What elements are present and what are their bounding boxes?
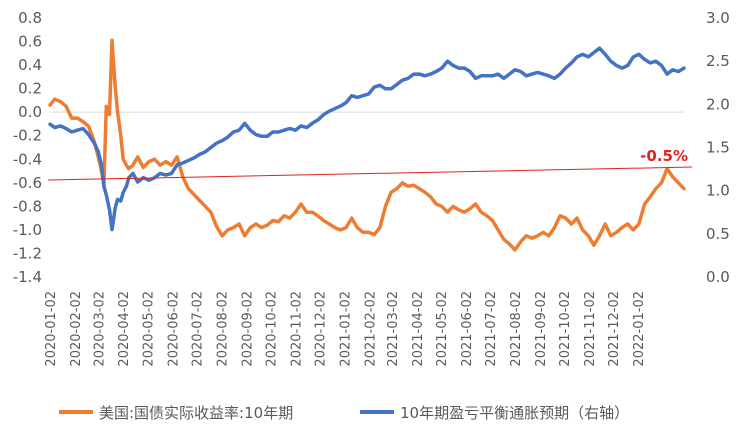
left-tick-label: -0.4 bbox=[13, 150, 42, 168]
x-tick-label: 2021-09-02 bbox=[534, 291, 549, 367]
x-tick-label: 2020-04-02 bbox=[117, 291, 132, 367]
left-tick-label: 0.8 bbox=[18, 9, 42, 27]
left-tick-label: 0.0 bbox=[18, 103, 42, 121]
x-tick-label: 2020-01-02 bbox=[44, 291, 59, 367]
left-tick-label: -0.8 bbox=[13, 197, 42, 215]
right-tick-label: 2.5 bbox=[706, 52, 730, 70]
x-tick-label: 2020-12-02 bbox=[314, 291, 329, 367]
x-tick-label: 2021-05-02 bbox=[435, 291, 450, 367]
x-tick-label: 2021-06-02 bbox=[460, 291, 475, 367]
legend-label-breakeven: 10年期盈亏平衡通胀预期（右轴） bbox=[400, 404, 629, 422]
x-tick-label: 2020-05-02 bbox=[141, 291, 156, 367]
left-tick-label: 0.6 bbox=[18, 33, 42, 51]
x-tick-label: 2021-12-02 bbox=[607, 291, 622, 367]
legend-label-real-yield: 美国:国债实际收益率:10年期 bbox=[99, 404, 293, 422]
series-line-real-yield bbox=[48, 38, 686, 252]
x-tick-label: 2020-08-02 bbox=[215, 291, 230, 367]
x-tick-label: 2021-11-02 bbox=[583, 291, 598, 367]
reference-line bbox=[47, 166, 693, 181]
x-tick-label: 2020-10-02 bbox=[264, 291, 279, 367]
x-tick-label: 2020-11-02 bbox=[289, 291, 304, 367]
x-axis-ticks: 2020-01-02 2020-02-02 2020-03-02 2020-04-02… bbox=[44, 291, 647, 367]
x-tick-label: 2021-01-02 bbox=[338, 291, 353, 367]
left-tick-label: -1.0 bbox=[13, 221, 42, 239]
right-tick-label: 1.5 bbox=[706, 139, 730, 157]
left-tick-label: -0.6 bbox=[13, 174, 42, 192]
x-tick-label: 2021-10-02 bbox=[558, 291, 573, 367]
reference-line-label: -0.5% bbox=[640, 147, 688, 165]
x-tick-label: 2021-08-02 bbox=[509, 291, 524, 367]
left-tick-label: -1.2 bbox=[13, 244, 42, 262]
left-axis-ticks: 0.8 0.6 0.4 0.2 0.0 -0.2 -0.4 -0.6 -0.8 -1.0 -1.2 -… bbox=[13, 9, 42, 286]
right-tick-label: 0.5 bbox=[706, 225, 730, 243]
x-tick-label: 2020-09-02 bbox=[240, 291, 255, 367]
x-tick-label: 2021-03-02 bbox=[386, 291, 401, 367]
x-tick-label: 2021-07-02 bbox=[484, 291, 499, 367]
series-layer bbox=[48, 38, 686, 252]
x-tick-label: 2021-02-02 bbox=[363, 291, 378, 367]
left-tick-label: -1.4 bbox=[13, 268, 42, 286]
right-tick-label: 1.0 bbox=[706, 182, 730, 200]
right-tick-label: 0.0 bbox=[706, 268, 730, 286]
x-tick-label: 2020-06-02 bbox=[166, 291, 181, 367]
right-tick-label: 2.0 bbox=[706, 95, 730, 113]
right-tick-label: 3.0 bbox=[706, 9, 730, 27]
series-line-breakeven bbox=[48, 46, 686, 232]
left-tick-label: -0.2 bbox=[13, 127, 42, 145]
x-tick-label: 2022-01-02 bbox=[632, 291, 647, 367]
x-tick-label: 2020-02-02 bbox=[69, 291, 84, 367]
x-tick-label: 2020-03-02 bbox=[92, 291, 107, 367]
left-tick-label: 0.2 bbox=[18, 80, 42, 98]
right-axis-ticks: 3.0 2.5 2.0 1.5 1.0 0.5 0.0 bbox=[706, 9, 730, 286]
x-tick-label: 2020-07-02 bbox=[190, 291, 205, 367]
left-tick-label: 0.4 bbox=[18, 56, 42, 74]
x-tick-label: 2021-04-02 bbox=[411, 291, 426, 367]
legend: 美国:国债实际收益率:10年期 10年期盈亏平衡通胀预期（右轴） bbox=[59, 404, 629, 422]
